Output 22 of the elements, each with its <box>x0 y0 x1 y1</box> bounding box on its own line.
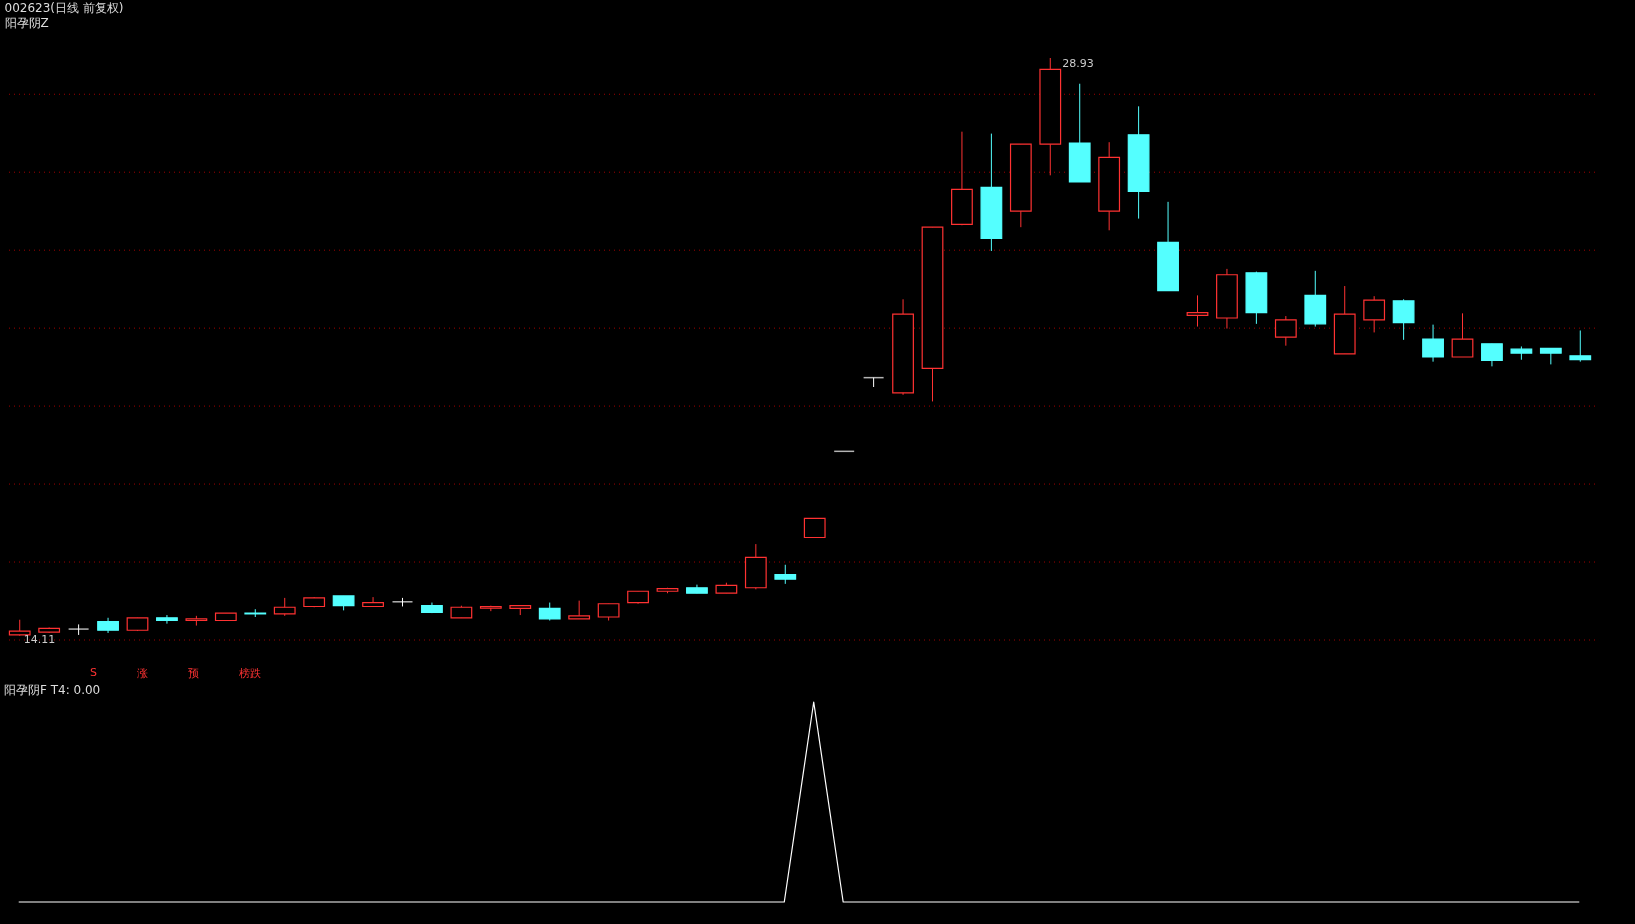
candlestick <box>1392 298 1415 341</box>
candlestick <box>362 596 384 608</box>
chart-subtitle: 阳孕阴Z <box>4 16 49 30</box>
candlestick <box>1363 295 1386 333</box>
candlestick <box>1274 315 1297 347</box>
chart-title: 002623(日线 前复权) <box>4 1 124 15</box>
text: 涨 <box>136 666 148 682</box>
chart-title: 阳孕阴F T4: 0.00 <box>4 683 101 698</box>
candlestick <box>1186 294 1209 328</box>
candlestick <box>803 517 826 539</box>
candlestick <box>1422 324 1444 363</box>
text: 榜跌 <box>238 666 261 682</box>
candlestick <box>156 614 178 625</box>
candlestick <box>1481 343 1503 367</box>
candlestick <box>568 600 591 620</box>
text: 预 <box>187 666 199 682</box>
annotation: 28.93 <box>1062 57 1094 70</box>
candlestick <box>1569 329 1592 363</box>
text: S <box>90 666 97 681</box>
annotation: 14.11 <box>23 632 56 646</box>
candlestick <box>1451 312 1474 358</box>
candlestick <box>774 564 797 585</box>
